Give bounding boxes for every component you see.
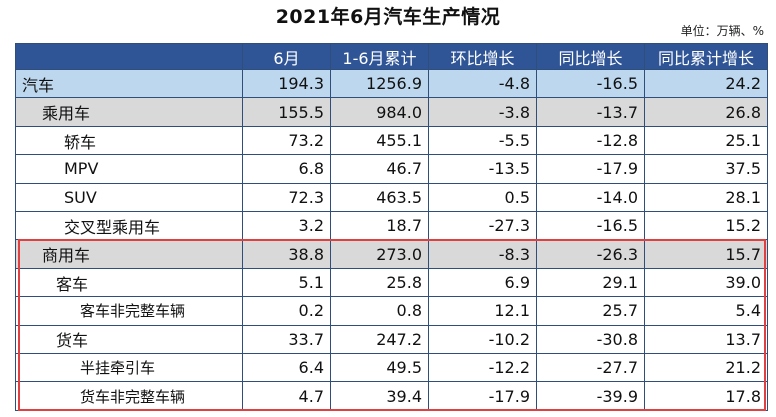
header-cell-mom: 环比增长 xyxy=(428,43,537,70)
cell-june: 38.8 xyxy=(242,239,331,269)
table-row: 货车 33.7 247.2 -10.2 -30.8 13.7 xyxy=(15,324,768,355)
row-label: 客车非完整车辆 xyxy=(15,296,243,326)
cell-june: 72.3 xyxy=(242,182,331,213)
row-label: MPV xyxy=(15,154,243,184)
cell-mom: -4.8 xyxy=(428,68,537,99)
cell-ytd-yoy: 13.7 xyxy=(644,324,768,355)
header-cell-yoy: 同比增长 xyxy=(536,43,645,70)
cell-june: 155.5 xyxy=(242,97,331,127)
row-label: 汽车 xyxy=(15,68,243,99)
cell-ytd-yoy: 28.1 xyxy=(644,182,768,213)
row-label: 商用车 xyxy=(15,239,243,269)
cell-june: 73.2 xyxy=(242,125,331,156)
cell-yoy: -30.8 xyxy=(536,324,645,355)
table-row: MPV 6.8 46.7 -13.5 -17.9 37.5 xyxy=(15,154,768,184)
cell-june: 33.7 xyxy=(242,324,331,355)
cell-ytd-yoy: 39.0 xyxy=(644,267,768,298)
header-cell-ytd: 1-6月累计 xyxy=(330,43,429,70)
cell-ytd-yoy: 15.7 xyxy=(644,239,768,269)
header-cell-ytd-yoy: 同比累计增长 xyxy=(644,43,768,70)
cell-yoy: -16.5 xyxy=(536,68,645,99)
cell-ytd: 39.4 xyxy=(330,381,429,411)
cell-yoy: -39.9 xyxy=(536,381,645,411)
table-row: 乘用车 155.5 984.0 -3.8 -13.7 26.8 xyxy=(15,97,768,127)
cell-yoy: -27.7 xyxy=(536,353,645,383)
cell-ytd: 273.0 xyxy=(330,239,429,269)
cell-mom: -17.9 xyxy=(428,381,537,411)
cell-yoy: 29.1 xyxy=(536,267,645,298)
cell-ytd-yoy: 26.8 xyxy=(644,97,768,127)
cell-ytd-yoy: 15.2 xyxy=(644,211,768,241)
table-row: 客车 5.1 25.8 6.9 29.1 39.0 xyxy=(15,267,768,298)
cell-june: 4.7 xyxy=(242,381,331,411)
cell-ytd-yoy: 21.2 xyxy=(644,353,768,383)
cell-mom: 12.1 xyxy=(428,296,537,326)
cell-ytd-yoy: 25.1 xyxy=(644,125,768,156)
cell-ytd: 0.8 xyxy=(330,296,429,326)
cell-june: 3.2 xyxy=(242,211,331,241)
cell-june: 6.4 xyxy=(242,353,331,383)
cell-mom: -27.3 xyxy=(428,211,537,241)
cell-june: 6.8 xyxy=(242,154,331,184)
cell-yoy: -14.0 xyxy=(536,182,645,213)
cell-ytd: 1256.9 xyxy=(330,68,429,99)
table-row: 货车非完整车辆 4.7 39.4 -17.9 -39.9 17.8 xyxy=(15,381,768,411)
cell-ytd-yoy: 17.8 xyxy=(644,381,768,411)
cell-ytd-yoy: 24.2 xyxy=(644,68,768,99)
cell-june: 0.2 xyxy=(242,296,331,326)
cell-ytd: 984.0 xyxy=(330,97,429,127)
cell-yoy: -16.5 xyxy=(536,211,645,241)
row-label: 轿车 xyxy=(15,125,243,156)
cell-yoy: -12.8 xyxy=(536,125,645,156)
header-row: 6月 1-6月累计 环比增长 同比增长 同比累计增长 xyxy=(15,43,768,70)
cell-mom: -12.2 xyxy=(428,353,537,383)
table-row: 交叉型乘用车 3.2 18.7 -27.3 -16.5 15.2 xyxy=(15,211,768,241)
cell-ytd-yoy: 37.5 xyxy=(644,154,768,184)
table-row: 轿车 73.2 455.1 -5.5 -12.8 25.1 xyxy=(15,125,768,156)
row-label: 半挂牵引车 xyxy=(15,353,243,383)
cell-mom: -8.3 xyxy=(428,239,537,269)
row-label: 货车 xyxy=(15,324,243,355)
header-cell-blank xyxy=(15,43,243,70)
cell-mom: 0.5 xyxy=(428,182,537,213)
row-label: 货车非完整车辆 xyxy=(15,381,243,411)
cell-ytd: 46.7 xyxy=(330,154,429,184)
cell-ytd: 25.8 xyxy=(330,267,429,298)
cell-ytd: 49.5 xyxy=(330,353,429,383)
cell-mom: 6.9 xyxy=(428,267,537,298)
cell-june: 194.3 xyxy=(242,68,331,99)
cell-june: 5.1 xyxy=(242,267,331,298)
production-table: 6月 1-6月累计 环比增长 同比增长 同比累计增长 汽车 194.3 1256… xyxy=(15,43,768,411)
cell-mom: -5.5 xyxy=(428,125,537,156)
cell-yoy: 25.7 xyxy=(536,296,645,326)
table-row: 半挂牵引车 6.4 49.5 -12.2 -27.7 21.2 xyxy=(15,353,768,383)
row-label: 乘用车 xyxy=(15,97,243,127)
cell-mom: -10.2 xyxy=(428,324,537,355)
page-title: 2021年6月汽车生产情况 xyxy=(275,6,501,28)
cell-mom: -13.5 xyxy=(428,154,537,184)
row-label: 交叉型乘用车 xyxy=(15,211,243,241)
table-row: 汽车 194.3 1256.9 -4.8 -16.5 24.2 xyxy=(15,68,768,99)
table-row: 商用车 38.8 273.0 -8.3 -26.3 15.7 xyxy=(15,239,768,269)
cell-ytd: 463.5 xyxy=(330,182,429,213)
cell-mom: -3.8 xyxy=(428,97,537,127)
cell-ytd: 247.2 xyxy=(330,324,429,355)
row-label: 客车 xyxy=(15,267,243,298)
header-cell-june: 6月 xyxy=(242,43,331,70)
row-label: SUV xyxy=(15,182,243,213)
table-row: SUV 72.3 463.5 0.5 -14.0 28.1 xyxy=(15,182,768,213)
cell-yoy: -26.3 xyxy=(536,239,645,269)
cell-ytd: 18.7 xyxy=(330,211,429,241)
cell-yoy: -17.9 xyxy=(536,154,645,184)
table-row: 客车非完整车辆 0.2 0.8 12.1 25.7 5.4 xyxy=(15,296,768,326)
cell-ytd: 455.1 xyxy=(330,125,429,156)
unit-label: 单位：万辆、% xyxy=(680,24,764,38)
cell-ytd-yoy: 5.4 xyxy=(644,296,768,326)
cell-yoy: -13.7 xyxy=(536,97,645,127)
